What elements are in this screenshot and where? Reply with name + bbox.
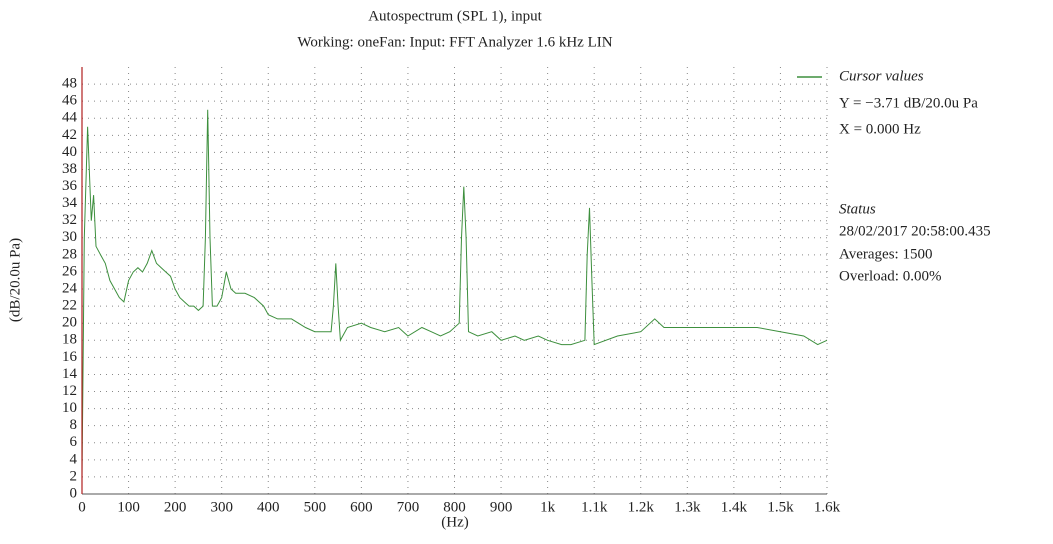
y-tick-label: 14: [62, 366, 78, 382]
x-tick-label: 1.1k: [581, 499, 608, 515]
y-tick-label: 30: [62, 229, 77, 245]
y-tick-label: 10: [62, 400, 77, 416]
x-tick-label: 600: [350, 499, 373, 515]
x-tick-label: 800: [443, 499, 466, 515]
y-tick-label: 36: [62, 178, 78, 194]
y-tick-label: 44: [62, 110, 78, 126]
y-tick-label: 4: [70, 451, 78, 467]
x-tick-label: 300: [210, 499, 233, 515]
chart-subtitle: Working: oneFan: Input: FFT Analyzer 1.6…: [297, 34, 612, 50]
y-tick-label: 42: [62, 127, 77, 143]
y-tick-label: 34: [62, 195, 78, 211]
y-tick-label: 38: [62, 161, 77, 177]
annotation: X = 0.000 Hz: [839, 121, 921, 137]
status-line: 28/02/2017 20:58:00.435: [839, 223, 991, 239]
x-tick-label: 0: [78, 499, 86, 515]
x-tick-label: 1.4k: [721, 499, 748, 515]
x-tick-label: 900: [490, 499, 513, 515]
status-title: Status: [839, 201, 876, 217]
x-tick-label: 1k: [540, 499, 556, 515]
y-tick-label: 48: [62, 76, 77, 92]
y-tick-label: 32: [62, 212, 77, 228]
x-tick-label: 400: [257, 499, 280, 515]
annotation: Y = −3.71 dB/20.0u Pa: [839, 95, 978, 111]
y-axis-label: (dB/20.0u Pa): [7, 238, 23, 322]
y-tick-label: 0: [70, 485, 78, 501]
y-tick-label: 12: [62, 383, 77, 399]
x-tick-label: 700: [397, 499, 420, 515]
y-tick-label: 18: [62, 332, 77, 348]
x-tick-label: 1.6k: [814, 499, 841, 515]
x-tick-label: 100: [117, 499, 140, 515]
y-tick-label: 6: [70, 434, 78, 450]
y-tick-label: 40: [62, 144, 77, 160]
spectrum-line: [81, 109, 828, 477]
x-tick-label: 1.2k: [628, 499, 655, 515]
chart-title: Autospectrum (SPL 1), input: [368, 8, 542, 24]
y-tick-label: 46: [62, 93, 78, 109]
y-tick-label: 20: [62, 315, 77, 331]
x-tick-label: 200: [164, 499, 187, 515]
y-tick-label: 8: [70, 417, 78, 433]
status-line: Averages: 1500: [839, 246, 932, 262]
x-axis-label: (Hz): [441, 514, 468, 530]
y-tick-label: 24: [62, 280, 78, 296]
x-tick-label: 500: [304, 499, 327, 515]
x-tick-label: 1.3k: [674, 499, 701, 515]
x-tick-label: 1.5k: [767, 499, 794, 515]
y-tick-label: 16: [62, 349, 78, 365]
y-tick-label: 2: [70, 468, 78, 484]
legend-label: Cursor values: [839, 68, 924, 84]
y-tick-label: 22: [62, 298, 77, 314]
y-tick-label: 26: [62, 263, 78, 279]
y-tick-label: 28: [62, 246, 77, 262]
status-line: Overload: 0.00%: [839, 268, 941, 284]
